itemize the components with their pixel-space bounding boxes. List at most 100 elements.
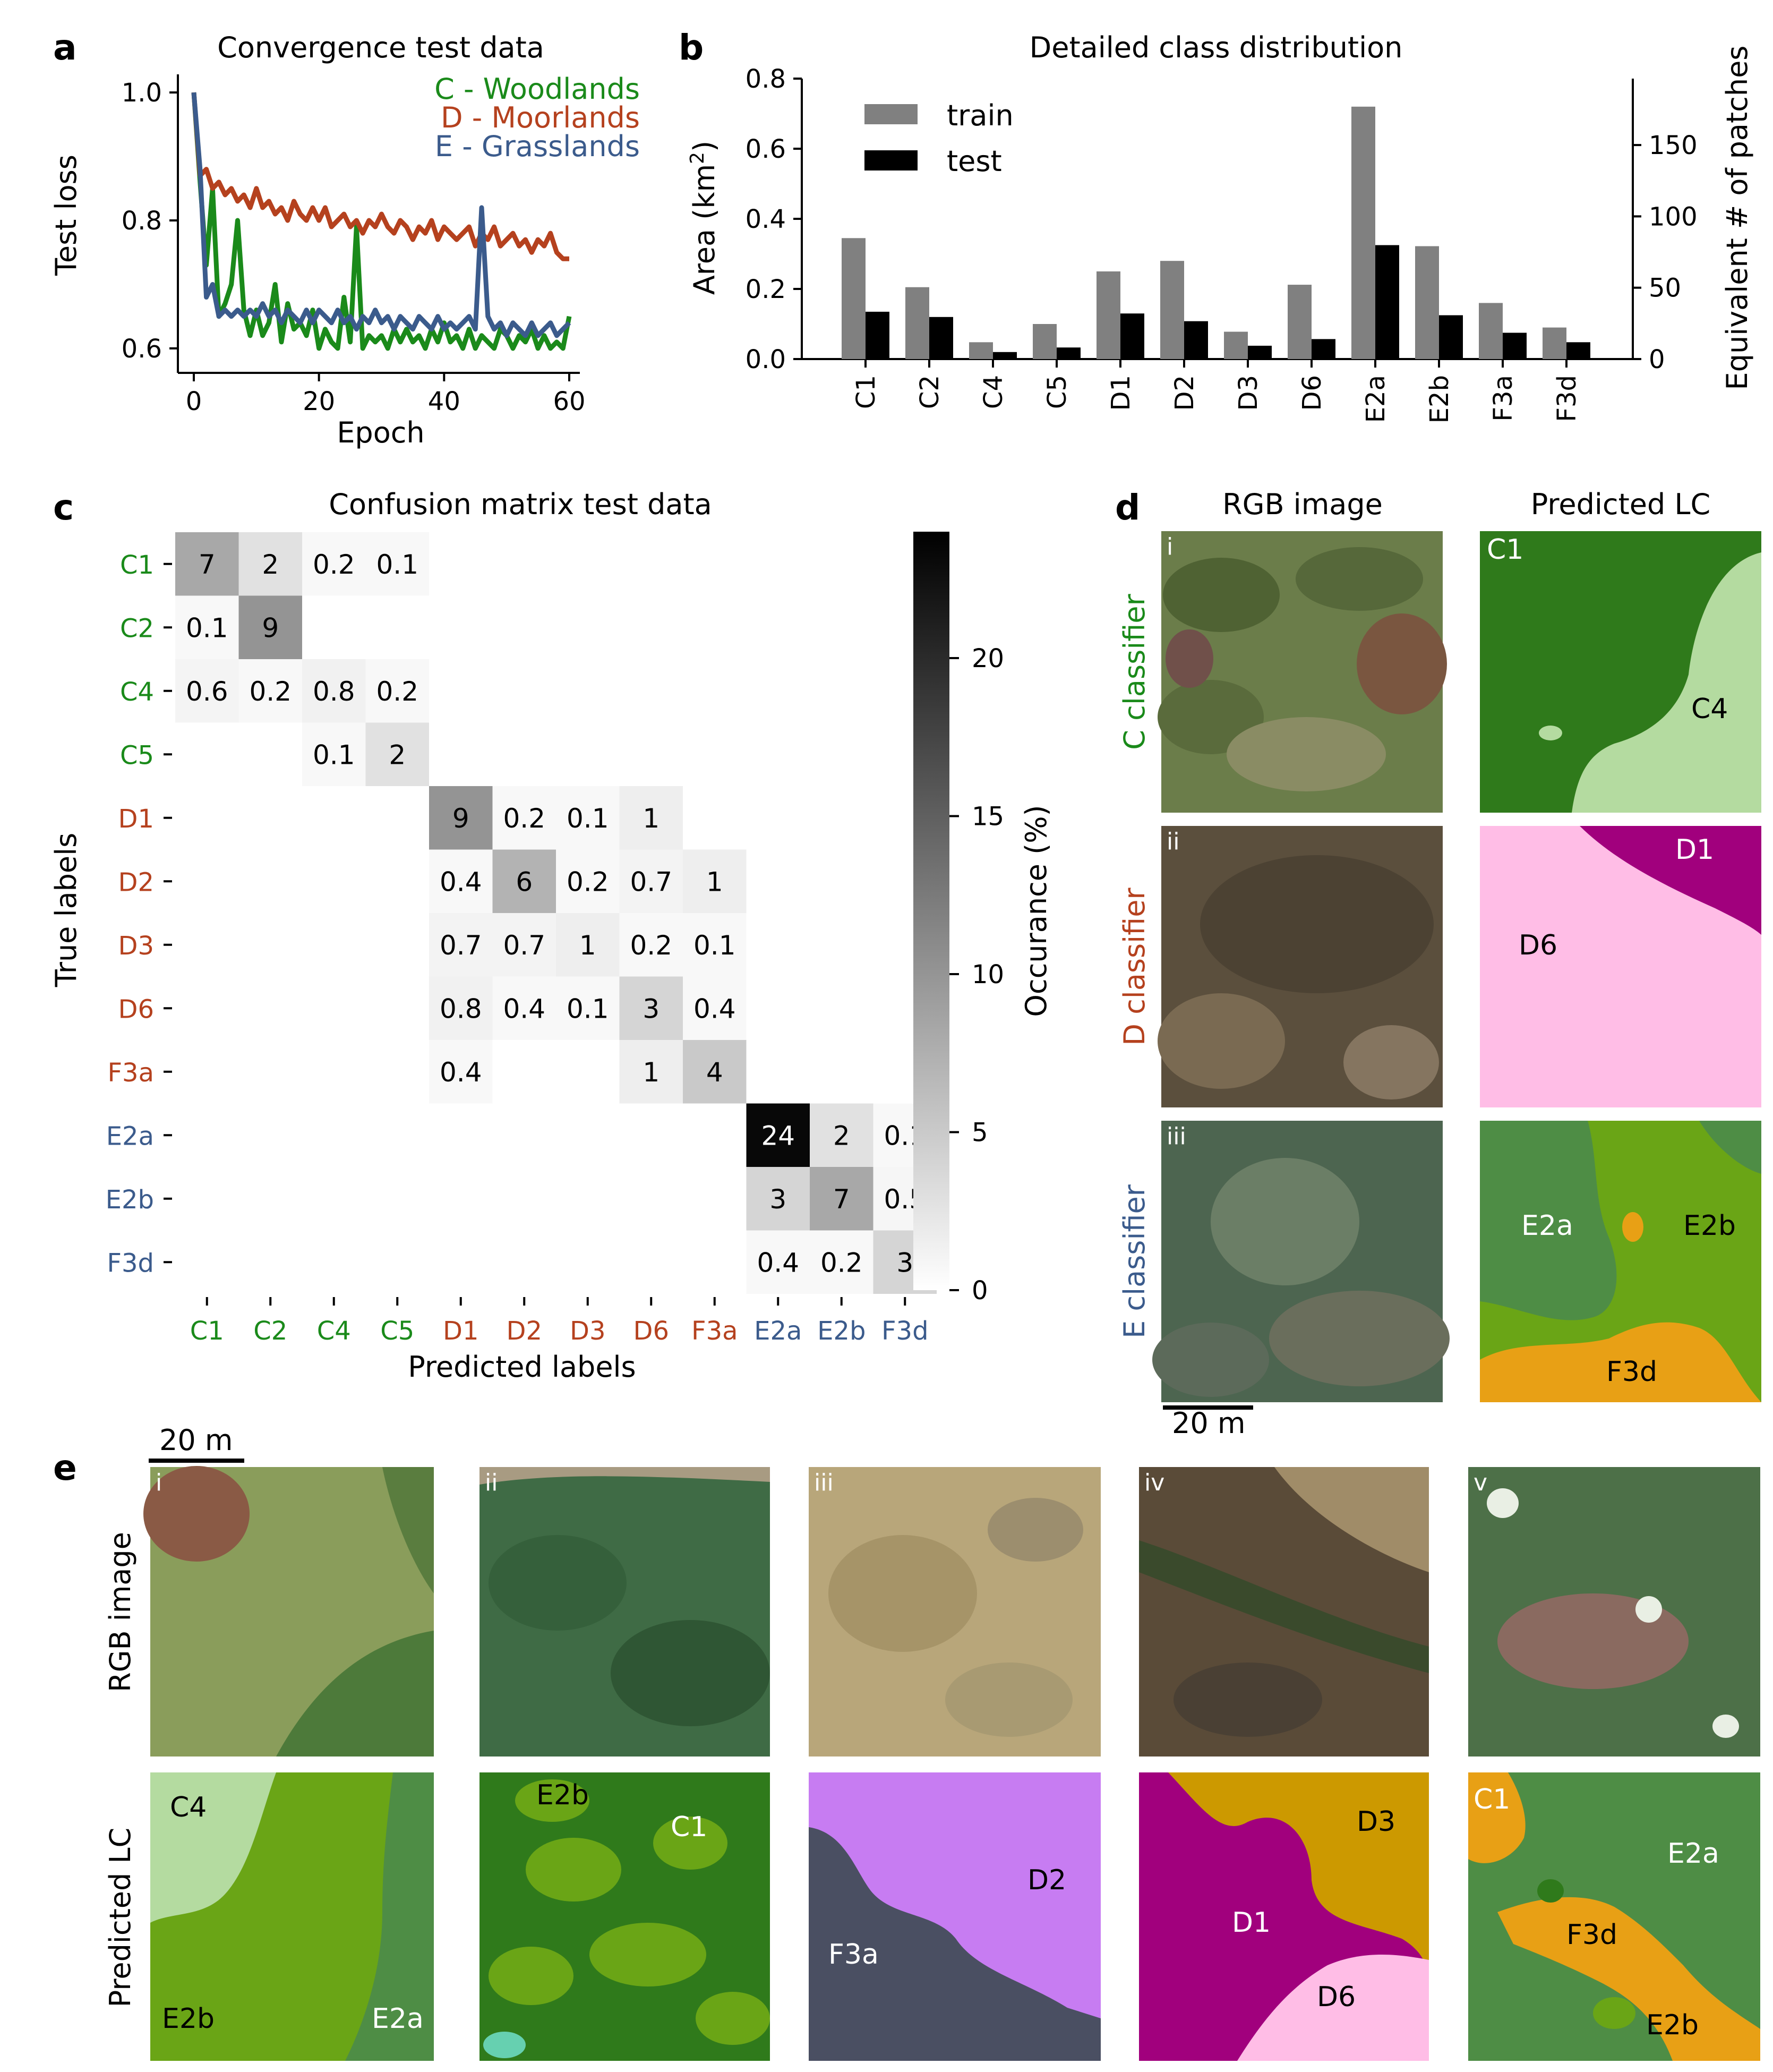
b-x-tick-label: C5 <box>1042 375 1072 409</box>
c-cell <box>175 595 239 659</box>
e-roman-iii: iii <box>814 1469 834 1496</box>
colorbar-tick-label: 5 <box>972 1118 988 1148</box>
c-cell <box>683 1040 747 1104</box>
d-lc-label-c4: C4 <box>1691 693 1728 725</box>
c-cell <box>238 532 302 596</box>
c-cell <box>556 786 620 850</box>
c-cell-value: 3 <box>896 1247 913 1278</box>
c-col-label: D6 <box>633 1316 670 1346</box>
c-row-label: E2b <box>106 1185 154 1215</box>
panel-c-axes: C1 C2 C4 C5 D1 D2 D3 D6 F3a E2a E2b F3d C1 C2 C4 C5 D1 D2… <box>106 550 929 1346</box>
e-lc-label-c4: C4 <box>170 1792 207 1823</box>
c-cell <box>492 849 556 913</box>
c-cell-value: 0.4 <box>440 1057 482 1088</box>
c-cell-value: 0.2 <box>630 930 672 961</box>
d-lc-map-ii <box>1480 826 1761 1107</box>
c-cell-value: 0.1 <box>567 993 609 1024</box>
c-cell <box>746 1103 810 1167</box>
c-cell <box>429 849 493 913</box>
c-cell <box>492 786 556 850</box>
c-row-label: C5 <box>120 740 154 770</box>
c-cell-value: 0.4 <box>757 1247 799 1278</box>
panel-b-legend: train test <box>864 99 1014 178</box>
c-cell <box>429 913 493 977</box>
e-roman-i: i <box>156 1469 162 1496</box>
e-lc-label-e2b-v: E2b <box>1646 2009 1699 2041</box>
b-y-right-tick-label: 100 <box>1649 202 1698 232</box>
c-cell <box>810 1103 873 1167</box>
c-cell <box>619 1040 683 1104</box>
b-x-tick-label: D3 <box>1234 375 1263 411</box>
c-cell <box>175 659 239 723</box>
colorbar-ticks: 0 5 10 15 20 <box>949 644 1004 1306</box>
d-lc-label-d6: D6 <box>1519 930 1557 961</box>
e-classifier-label: E classifier <box>1118 1184 1151 1338</box>
c-col-label: C4 <box>317 1316 351 1346</box>
e-rgb-image-i: i <box>143 1466 434 1756</box>
c-cell <box>810 1230 873 1294</box>
a-x-tick-label: 60 <box>553 387 585 416</box>
e-rgb-image-iii: iii <box>809 1467 1101 1756</box>
a-series-line-d <box>191 92 569 261</box>
c-cell-value: 0.7 <box>503 930 545 961</box>
c-cell <box>429 1040 493 1104</box>
b-bar-test-C2 <box>929 317 953 359</box>
c-classifier-label: C classifier <box>1118 594 1151 750</box>
e-lc-label-d3: D3 <box>1357 1806 1395 1838</box>
b-bar-train-C2 <box>905 287 929 359</box>
c-cell <box>492 913 556 977</box>
c-cell-value: 0.1 <box>313 739 355 770</box>
legend-d-moorlands: D - Moorlands <box>441 101 640 134</box>
b-x-tick-label: E2b <box>1425 375 1454 423</box>
c-cell-value: 0.4 <box>440 866 482 897</box>
c-cell <box>619 849 683 913</box>
b-bar-test-C4 <box>993 352 1017 359</box>
b-bar-test-D3 <box>1248 345 1272 359</box>
b-bar-train-F3d <box>1543 327 1566 359</box>
c-cell-value: 1 <box>643 803 659 834</box>
c-cell-value: 2 <box>262 549 279 580</box>
a-x-tick-label: 20 <box>303 387 335 416</box>
b-bar-train-D1 <box>1097 271 1120 359</box>
panel-b-title: Detailed class distribution <box>1030 31 1403 64</box>
c-cell <box>302 722 366 786</box>
b-y-right-tick-label: 50 <box>1649 274 1681 303</box>
b-bar-test-D1 <box>1120 313 1144 359</box>
b-x-tick-label: D1 <box>1106 375 1136 411</box>
legend-c-woodlands: C - Woodlands <box>434 72 640 106</box>
c-cell-value: 0.6 <box>186 676 228 707</box>
e-row-title-rgb: RGB image <box>104 1532 137 1692</box>
b-x-tick-label: F3a <box>1488 375 1518 422</box>
colorbar-tick-label: 0 <box>972 1276 988 1306</box>
c-cell <box>683 849 747 913</box>
colorbar-label: Occurance (%) <box>1020 805 1053 1017</box>
panel-a-line-chart: a Convergence test data 0 20 40 60 0.6 0.8 1.0… <box>49 27 640 449</box>
panel-d-col-title-rgb: RGB image <box>1222 488 1383 521</box>
colorbar-tick-label: 15 <box>972 802 1004 832</box>
c-cell-value: 0.2 <box>376 676 418 707</box>
colorbar-gradient <box>913 532 949 1290</box>
b-bar-test-E2b <box>1439 315 1463 359</box>
panel-b-bar-chart: b Detailed class distribution 0.00.20.40… <box>679 27 1754 423</box>
b-bar-train-F3a <box>1479 303 1503 359</box>
e-lc-map-iii <box>809 1772 1101 2061</box>
panel-c-letter: c <box>53 487 74 528</box>
c-row-label: F3a <box>107 1058 154 1088</box>
c-cell <box>556 913 620 977</box>
a-x-tick-label: 40 <box>428 387 460 416</box>
panel-a-series <box>191 92 572 351</box>
c-cell <box>429 786 493 850</box>
b-x-tick-label: C2 <box>915 375 945 409</box>
e-lc-label-d1: D1 <box>1232 1907 1271 1939</box>
b-y-tick-label: 0.2 <box>746 275 786 304</box>
b-bar-train-C4 <box>969 342 993 359</box>
d-rgb-image-iii: iii <box>1152 1121 1450 1402</box>
panel-b-ylabel: Area (km2) <box>687 141 721 295</box>
d-lc-label-c1: C1 <box>1487 534 1523 566</box>
panel-d-col-title-lc: Predicted LC <box>1531 488 1710 521</box>
c-cell <box>175 532 239 596</box>
b-bar-test-E2a <box>1375 245 1399 359</box>
panel-c-heatmap: c Confusion matrix test data 7 2 0.2 0.1 0.1… <box>49 487 1053 1384</box>
b-bar-train-D6 <box>1288 285 1312 359</box>
panel-c-cells: 7 2 0.2 0.1 0.1 9 0.6 0.2 0.8 0.2 0.1 2 9 0.2 0.1 1 0.4 6… <box>175 532 937 1294</box>
